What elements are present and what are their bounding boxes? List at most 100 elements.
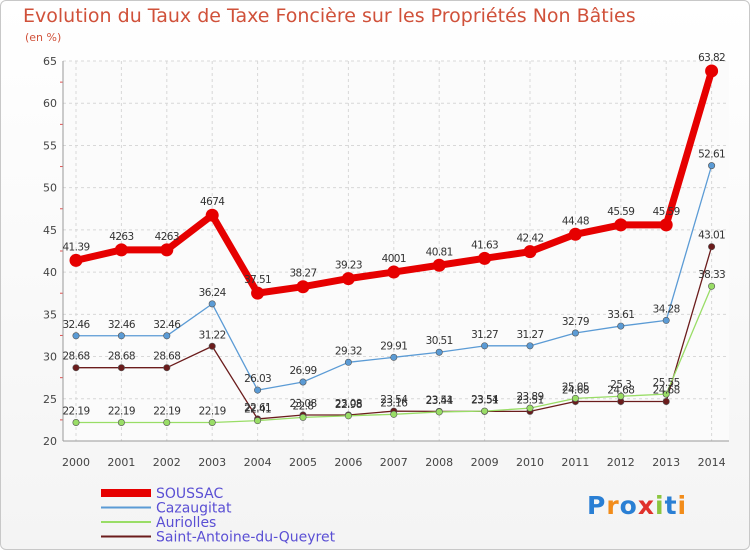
data-point [254, 386, 262, 394]
data-point [390, 410, 398, 418]
x-tick-label: 2005 [289, 456, 317, 469]
data-point [208, 342, 216, 350]
data-point [163, 364, 171, 372]
data-point [708, 282, 716, 290]
data-label: 23.08 [289, 398, 316, 410]
data-label: 36.24 [199, 287, 227, 299]
data-point [387, 265, 401, 279]
y-tick-label: 65 [43, 55, 57, 68]
data-label: 22.98 [335, 399, 362, 411]
data-label: 23.08 [335, 398, 362, 410]
data-point [432, 258, 446, 272]
data-label: 25.3 [610, 379, 631, 391]
data-point [299, 378, 307, 386]
data-label: 31.27 [471, 329, 498, 341]
data-point [662, 390, 670, 398]
data-label: 23.16 [380, 397, 408, 409]
proxiti-logo: Proxiti [587, 491, 688, 520]
data-label: 24.68 [607, 384, 634, 396]
data-label: 24.68 [653, 384, 680, 396]
data-label: 43.01 [698, 230, 725, 242]
data-point [299, 413, 307, 421]
x-tick-label: 2014 [698, 456, 726, 469]
x-tick-label: 2011 [561, 456, 589, 469]
data-label: 4263 [109, 231, 133, 243]
data-point [659, 218, 673, 232]
y-tick-label: 60 [43, 97, 57, 110]
data-label: 38.27 [289, 268, 316, 280]
y-tick-label: 45 [43, 224, 57, 237]
data-point [163, 332, 171, 340]
data-point [208, 300, 216, 308]
data-label: 41.39 [62, 241, 89, 253]
data-label: 29.91 [380, 340, 407, 352]
data-label: 45.59 [607, 206, 634, 218]
data-point [69, 253, 83, 267]
data-label: 4674 [200, 196, 225, 208]
y-tick-label: 55 [43, 139, 57, 152]
data-label: 28.68 [153, 351, 180, 363]
data-point [72, 332, 80, 340]
data-point [662, 316, 670, 324]
data-point [72, 419, 80, 427]
legend-label: Auriolles [156, 515, 216, 531]
data-point [568, 227, 582, 241]
y-tick-label: 30 [43, 351, 57, 364]
data-point [163, 419, 171, 427]
x-tick-label: 2002 [153, 456, 181, 469]
data-point [571, 329, 579, 337]
data-label: 30.51 [426, 335, 453, 347]
data-label: 23.51 [471, 394, 498, 406]
x-tick-label: 2007 [380, 456, 408, 469]
data-label: 23.54 [380, 394, 408, 406]
data-point [526, 342, 534, 350]
data-point [344, 412, 352, 420]
data-label: 32.79 [562, 316, 589, 328]
data-point [341, 272, 355, 286]
data-label: 25.05 [562, 381, 589, 393]
data-point [114, 243, 128, 257]
data-point [523, 245, 537, 259]
data-label: 45.59 [653, 206, 680, 218]
y-tick-label: 35 [43, 308, 57, 321]
data-point [614, 218, 628, 232]
data-label: 22.19 [62, 406, 89, 418]
x-tick-label: 2012 [607, 456, 635, 469]
data-point [117, 332, 125, 340]
data-label: 32.46 [62, 319, 90, 331]
x-tick-label: 2009 [471, 456, 499, 469]
data-point [390, 353, 398, 361]
data-label: 23.44 [426, 395, 454, 407]
data-label: 24.68 [562, 384, 589, 396]
data-label: 63.82 [698, 52, 725, 64]
data-point [254, 417, 262, 425]
data-label: 32.46 [108, 319, 136, 331]
data-label: 23.51 [426, 394, 453, 406]
x-tick-label: 2001 [107, 456, 135, 469]
data-label: 29.32 [335, 345, 362, 357]
legend-label: Saint-Antoine-du-Queyret [156, 530, 336, 546]
data-label: 4263 [155, 231, 179, 243]
data-label: 42.42 [516, 233, 543, 245]
data-point [296, 280, 310, 294]
x-tick-label: 2006 [334, 456, 362, 469]
data-label: 22.19 [199, 406, 226, 418]
data-label: 28.68 [108, 351, 135, 363]
data-point [526, 404, 534, 412]
data-label: 4001 [382, 253, 406, 265]
data-point [160, 243, 174, 257]
data-point [435, 348, 443, 356]
data-point [208, 419, 216, 427]
x-tick-label: 2008 [425, 456, 453, 469]
data-label: 23.54 [471, 394, 499, 406]
data-point [72, 364, 80, 372]
data-point [571, 394, 579, 402]
data-point [435, 408, 443, 416]
data-point [708, 243, 716, 251]
data-label: 31.22 [199, 329, 226, 341]
data-point [117, 364, 125, 372]
y-tick-label: 20 [43, 435, 57, 448]
y-tick-label: 25 [43, 393, 57, 406]
data-label: 22.61 [244, 402, 271, 414]
